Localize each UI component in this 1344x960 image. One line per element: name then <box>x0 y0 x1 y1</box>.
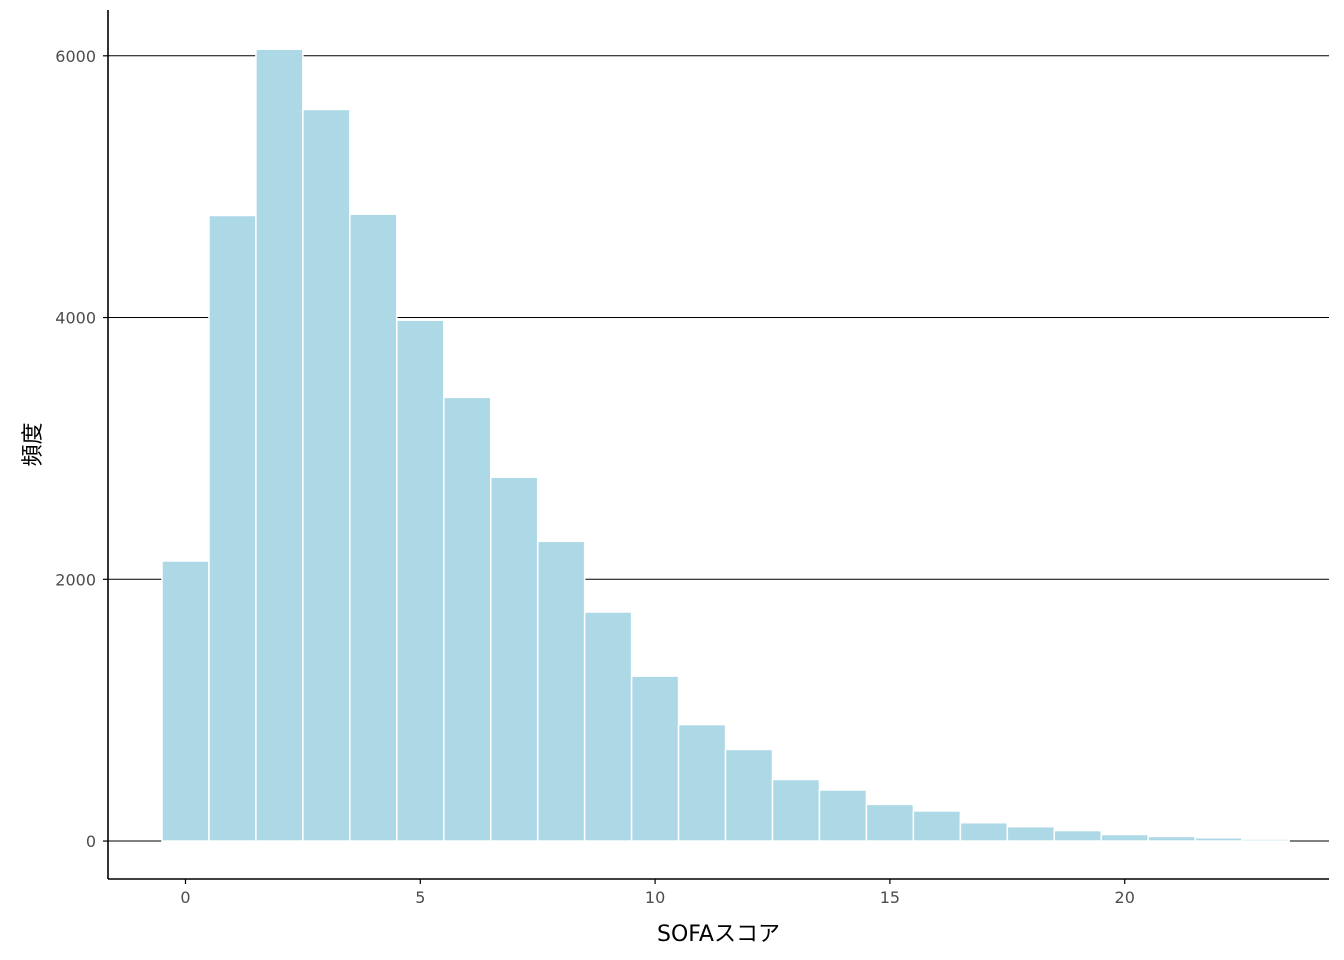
x-tick-label-0: 0 <box>180 888 190 907</box>
y-tick-label-4000: 4000 <box>55 309 96 328</box>
bar-score-12 <box>724 748 774 842</box>
y-tick-label-0: 0 <box>86 832 96 851</box>
bar-score-18 <box>1006 825 1056 842</box>
bar-score-7 <box>489 476 539 842</box>
bar-score-14 <box>818 789 868 842</box>
y-axis-title: 頻度 <box>21 422 46 466</box>
bar-score-5 <box>396 319 445 842</box>
bar-score-19 <box>1053 829 1102 842</box>
y-tick-label-2000: 2000 <box>55 570 96 589</box>
axes <box>107 10 1329 880</box>
bar-score-9 <box>583 611 633 842</box>
bar-score-1 <box>208 214 257 842</box>
x-axis-title: SOFAスコア <box>657 922 780 947</box>
bar-score-16 <box>912 810 962 842</box>
y-tick-label-6000: 6000 <box>55 47 96 66</box>
bar-score-21 <box>1147 835 1196 842</box>
x-tick-label-15: 15 <box>880 888 900 907</box>
bar-score-3 <box>302 108 351 842</box>
bar-score-8 <box>536 540 586 842</box>
bar-score-23 <box>1241 838 1290 842</box>
bar-score-4 <box>349 213 398 842</box>
bar-score-13 <box>771 778 821 842</box>
bar-score-2 <box>255 48 304 842</box>
bar-score-15 <box>865 803 915 842</box>
bar-score-10 <box>630 675 680 842</box>
bar-score-0 <box>161 560 210 842</box>
bar-score-20 <box>1100 833 1149 842</box>
bars <box>161 48 1290 842</box>
bar-score-22 <box>1194 837 1243 842</box>
x-tick-label-20: 20 <box>1115 888 1135 907</box>
bar-score-6 <box>443 396 492 842</box>
bar-score-17 <box>959 821 1009 842</box>
x-tick-label-10: 10 <box>645 888 665 907</box>
x-tick-label-5: 5 <box>415 888 425 907</box>
ticks: 0 2000 4000 6000 0 5 10 15 20 <box>55 47 1135 907</box>
bar-score-11 <box>677 723 727 842</box>
